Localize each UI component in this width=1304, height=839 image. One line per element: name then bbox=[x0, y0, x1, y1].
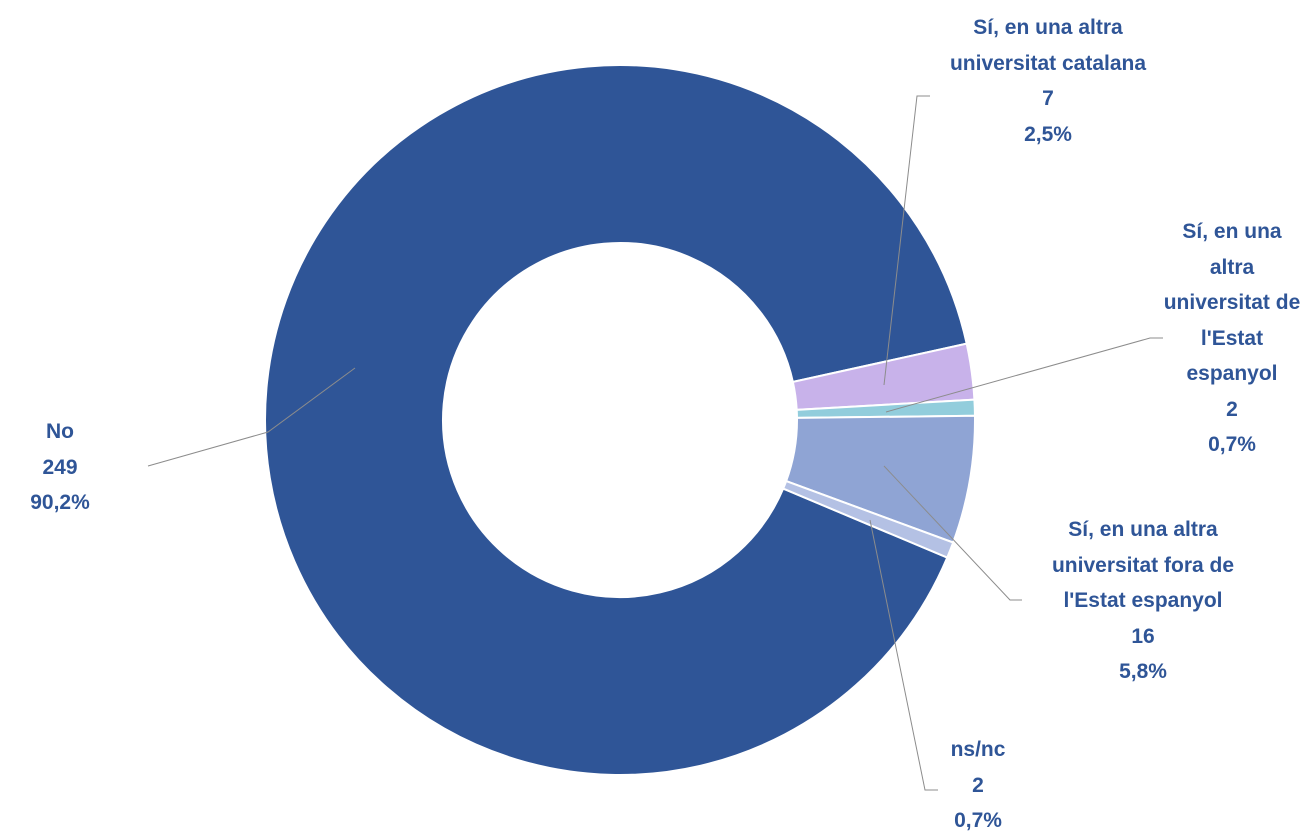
donut-slice bbox=[781, 479, 955, 559]
data-label: No 249 90,2% bbox=[0, 414, 120, 521]
percentage-label: 5,8% bbox=[1119, 660, 1167, 683]
percentage-label: 0,7% bbox=[1208, 433, 1256, 456]
leader-line bbox=[869, 519, 938, 791]
value-label: 2 bbox=[1226, 397, 1238, 421]
data-label: Sí, en una altra universitat catalana 7 2,… bbox=[946, 10, 1151, 152]
data-label: ns/nc 2 0,7% bbox=[918, 732, 1038, 839]
leader-line bbox=[885, 337, 1163, 413]
category-label: Sí, en una altra universitat de l'Estat … bbox=[1163, 220, 1301, 385]
leader-line bbox=[147, 367, 356, 467]
leader-line bbox=[883, 95, 930, 386]
category-label: ns/nc bbox=[950, 738, 1006, 761]
leader-line bbox=[883, 465, 1022, 601]
value-label: 2 bbox=[972, 773, 984, 797]
value-label: 16 bbox=[1131, 624, 1155, 648]
percentage-label: 2,5% bbox=[1024, 122, 1072, 146]
category-label: Sí, en una altra universitat catalana bbox=[949, 16, 1147, 75]
data-label: Sí, en una altra universitat de l'Estat … bbox=[1162, 214, 1302, 463]
value-label: 7 bbox=[1042, 87, 1054, 110]
value-label: 249 bbox=[42, 455, 78, 479]
category-label: No bbox=[46, 420, 74, 443]
percentage-label: 0,7% bbox=[954, 809, 1002, 832]
data-label: Sí, en una altra universitat fora de l'E… bbox=[1018, 512, 1268, 690]
percentage-label: 90,2% bbox=[30, 491, 90, 514]
category-label: Sí, en una altra universitat fora de l'E… bbox=[1051, 518, 1235, 612]
donut-slice bbox=[264, 64, 968, 776]
